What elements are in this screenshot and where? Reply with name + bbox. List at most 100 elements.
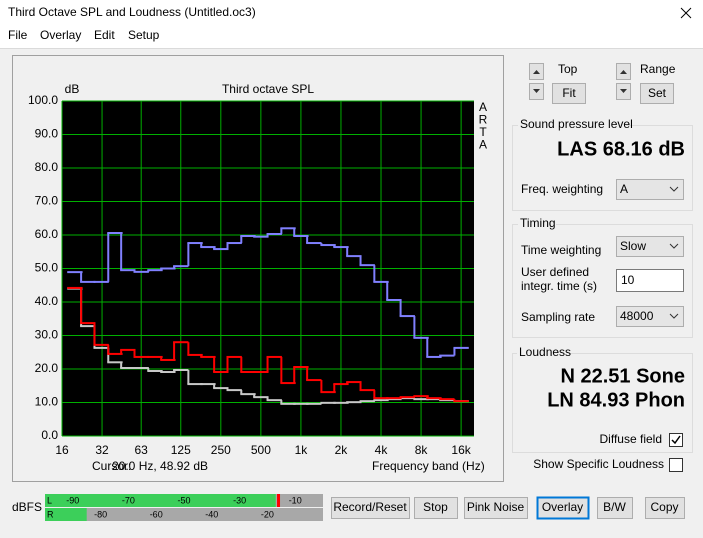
x-tick-label: 250	[211, 443, 231, 457]
x-tick-label: 16	[55, 443, 69, 457]
x-tick-label: 125	[171, 443, 191, 457]
meter-scale-label: -50	[177, 495, 190, 505]
menu-item[interactable]: Overlay	[40, 28, 81, 42]
button[interactable]	[464, 497, 528, 519]
x-tick-label: 2k	[335, 443, 349, 457]
label: Sampling rate	[521, 310, 595, 324]
side-label: T	[479, 125, 487, 139]
loudness-ln: LN 84.93 Phon	[547, 389, 685, 411]
y-tick-label: 40.0	[35, 294, 59, 308]
button[interactable]	[552, 83, 586, 104]
chevron	[669, 313, 679, 319]
meter-channel: L	[47, 495, 52, 505]
menu-item[interactable]: Setup	[128, 28, 160, 42]
y-tick-label: 50.0	[35, 261, 59, 275]
chart-title: Third octave SPL	[222, 82, 314, 96]
y-tick-label: 70.0	[35, 194, 59, 208]
button[interactable]	[597, 497, 633, 519]
button-label[interactable]: Stop	[423, 500, 448, 514]
meter-peak	[277, 494, 281, 507]
checkbox[interactable]	[669, 458, 683, 472]
button-label[interactable]: B/W	[603, 500, 626, 514]
button-label[interactable]: Record/Reset	[333, 500, 407, 514]
label: Freq. weighting	[521, 182, 603, 196]
menu-item[interactable]: Edit	[94, 28, 115, 42]
button[interactable]	[414, 497, 458, 519]
close-button[interactable]	[680, 7, 692, 19]
x-tick-label: 500	[251, 443, 271, 457]
button-label[interactable]: Set	[648, 86, 667, 100]
meter-scale-label: -30	[233, 495, 246, 505]
y-tick-label: 30.0	[35, 328, 59, 342]
select-value[interactable]: A	[620, 182, 628, 196]
input[interactable]	[616, 269, 684, 292]
label: User defined	[521, 265, 589, 279]
button[interactable]	[331, 497, 410, 519]
cursor-value: 20.0 Hz, 48.92 dB	[112, 459, 208, 473]
spin-top[interactable]	[529, 63, 544, 100]
y-tick-label: 100.0	[28, 93, 58, 107]
select[interactable]	[616, 306, 684, 327]
label: Range	[640, 62, 676, 76]
meter-scale-label: -40	[205, 509, 218, 519]
side-label: A	[479, 138, 487, 152]
select[interactable]	[616, 179, 684, 200]
meter-level	[45, 494, 276, 507]
level-meter: L -90 -70 -50 -30 -10 R -80 -60 -40 -20	[45, 494, 323, 521]
input-value[interactable]: 10	[621, 273, 635, 287]
x-tick-label: 63	[135, 443, 149, 457]
button[interactable]	[645, 497, 685, 519]
meter-scale-label: -20	[261, 509, 274, 519]
chevron	[669, 243, 679, 249]
checkbox-label: Diffuse field	[600, 432, 662, 446]
menu-item[interactable]: File	[8, 28, 28, 42]
y-tick-label: 10.0	[35, 395, 59, 409]
label: integr. time (s)	[521, 279, 597, 293]
select[interactable]	[616, 236, 684, 257]
chevron	[669, 186, 679, 192]
button[interactable]	[536, 496, 590, 520]
button-bar: Record/Reset Stop Pink Noise Overlay B/W Copy	[331, 496, 685, 520]
checkbox-label: Show Specific Loudness	[533, 457, 664, 471]
cursor-label: Cursor:	[92, 459, 131, 473]
label: Top	[558, 62, 578, 76]
button-label[interactable]: Pink Noise	[467, 500, 525, 514]
x-tick-label: 1k	[295, 443, 309, 457]
x-tick-label: 16k	[451, 443, 471, 457]
spin-range[interactable]	[616, 63, 631, 100]
title-menu-bg	[0, 0, 703, 48]
button[interactable]	[640, 83, 674, 104]
meter-channel: R	[47, 509, 54, 519]
select-value[interactable]: Slow	[620, 239, 646, 253]
checkbox[interactable]	[669, 433, 683, 447]
button-label[interactable]: Copy	[650, 500, 678, 514]
meter-scale-label: -90	[66, 495, 79, 505]
x-tick-label: 32	[95, 443, 109, 457]
select-value[interactable]: 48000	[620, 309, 654, 323]
y-tick-label: 20.0	[35, 361, 59, 375]
group-title: Timing	[520, 216, 556, 230]
group-label-bg	[518, 218, 556, 231]
meter-level	[45, 508, 87, 521]
side-label: R	[479, 113, 488, 127]
window-title: Third Octave SPL and Loudness (Untitled.…	[8, 5, 256, 19]
label: Time weighting	[521, 243, 601, 257]
y-unit: dB	[65, 82, 80, 96]
meter-unit: dBFS	[12, 500, 42, 514]
button-label[interactable]: Fit	[562, 86, 576, 100]
meter-scale-label: -60	[150, 509, 163, 519]
group-title: Loudness	[519, 345, 571, 359]
group-box	[512, 353, 693, 453]
x-axis-label: Frequency band (Hz)	[372, 459, 485, 473]
side-label: A	[479, 100, 487, 114]
y-tick-label: 90.0	[35, 127, 59, 141]
button-label[interactable]: Overlay	[542, 500, 583, 514]
group-title: Sound pressure level	[520, 117, 633, 131]
y-tick-label: 0.0	[41, 428, 58, 442]
group-label-bg	[518, 119, 626, 132]
loudness-n: N 22.51 Sone	[560, 365, 685, 387]
x-tick-label: 8k	[415, 443, 429, 457]
meter-scale-label: -80	[94, 509, 107, 519]
group-box	[512, 224, 693, 338]
